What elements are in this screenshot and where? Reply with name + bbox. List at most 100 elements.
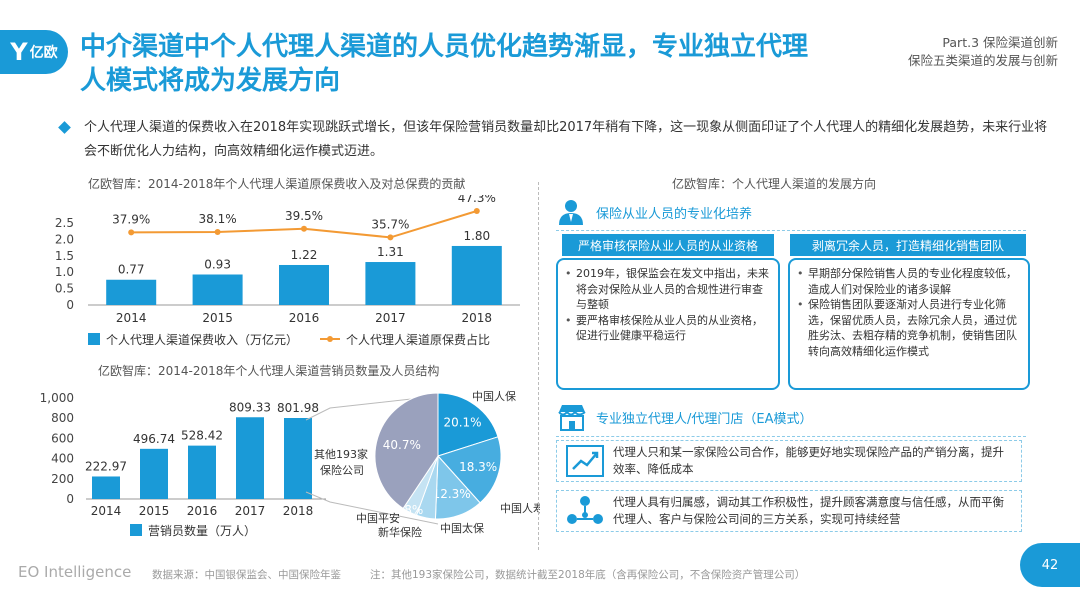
chart2-plot: 0 200 400 600 800 1,000 222.97 2014 496.74 2015 52… [40,389,540,539]
chart2-title: 亿欧智库：2014-2018年个人代理人渠道营销员数量及人员结构 [98,364,440,378]
chart1-svg: 0 0.5 1.0 1.5 2.0 2.5 0.77 2014 0.93 2015 1.22 2016… [55,195,520,347]
bar [365,262,416,305]
bar [192,274,243,305]
x-tick-label: 2017 [375,311,406,325]
logo: Y 亿欧 [0,30,68,74]
line-point [387,234,394,241]
x-tick-label: 2017 [235,504,266,518]
list-item: 2019年，银保监会在发文中指出，未来将会对保险从业人员的合规性进行审查与整顿 [565,266,770,313]
connector-line [305,395,439,421]
summary-bullet: 个人代理人渠道的保费收入在2018年实现跳跃式增长，但该年保险营销员数量却比20… [60,116,1060,164]
part-line2: 保险五类渠道的发展与创新 [907,53,1058,68]
y-tick-label: 1.5 [55,249,74,263]
ea-text-2: 代理人具有归属感，调动其工作积极性，提升顾客满意度与信任感，从而平衡代理人、客户… [613,495,1004,526]
pie-label-xinhua: 新华保险 [378,525,422,539]
bar-value-label: 496.74 [133,432,175,446]
chart1-title: 亿欧智库：2014-2018年个人代理人渠道原保费收入及对总保费的贡献 [88,177,466,191]
line-value-label: 35.7% [371,217,409,231]
trend-chart-icon [566,445,604,477]
connector-line [305,491,439,525]
y-tick-label: 600 [51,431,74,445]
part-label: Part.3 保险渠道创新 保险五类渠道的发展与创新 [908,34,1058,70]
section1-head: 保险从业人员的专业化培养 [556,198,752,226]
bar [106,279,157,305]
line-point [128,229,135,236]
bar-value-label: 1.22 [291,248,318,262]
person-icon [559,200,583,225]
x-tick-label: 2015 [202,311,233,325]
legend-label-bar: 营销员数量（万人） [148,523,256,538]
pie-slice [437,436,502,504]
list-item: 保险销售团队要逐渐对人员进行专业化筛选，保留优质人员，去除冗余人员，通过优胜劣汰… [797,297,1020,359]
line-value-label: 37.9% [112,212,150,226]
legend-swatch-bar [88,333,100,345]
x-tick-label: 2014 [91,504,122,518]
list-item: 要严格审核保险从业人员的从业资格，促进行业健康平稳运行 [565,313,770,344]
logo-text: 亿欧 [29,45,58,61]
pie-label-other: 其他193家 [314,447,368,461]
pie-value-label: 4.9% [403,521,434,535]
x-tick-label: 2018 [462,311,493,325]
y-tick-label: 400 [51,452,74,466]
ea-box-1: 代理人只和某一家保险公司合作，能够更好地实现保险产品的产销分离，提升效率、降低成… [556,440,1022,482]
chart2-svg: 0 200 400 600 800 1,000 222.97 2014 496.74 2015 52… [40,389,540,539]
bar-value-label: 809.33 [229,400,271,414]
store-icon [558,405,586,431]
line-value-label: 47.3% [458,195,496,205]
legend-swatch-bar [130,524,142,536]
bar [279,264,329,305]
page-title: 中介渠道中个人代理人渠道的人员优化趋势渐显，专业独立代理人模式将成为发展方向 [80,32,809,96]
pie-value-label: 20.1% [443,415,481,429]
y-tick-label: 0.5 [55,282,74,296]
pie-value-label: 18.3% [459,460,497,474]
section2-line [556,436,1026,437]
legend-label-bar: 个人代理人渠道保费收入（万亿元） [106,332,298,347]
bar-value-label: 1.31 [377,245,404,259]
pie-label-pingan: 中国平安 [356,511,400,525]
pie-label-renbao: 中国人保 [472,389,516,403]
y-tick-label: 0 [66,298,74,312]
footer-source: 数据来源：中国银保监会、中国保险年鉴 [152,569,341,581]
column-divider [538,182,539,550]
page-number: 42 [1020,543,1080,587]
chart1-plot: 0 0.5 1.0 1.5 2.0 2.5 0.77 2014 0.93 2015 1.22 2016… [55,195,520,347]
y-tick-label: 2.0 [55,232,74,246]
y-tick-label: 1,000 [40,391,74,405]
y-tick-label: 2.5 [55,216,74,230]
bar [92,476,120,499]
ea-box-2: 代理人具有归属感，调动其工作积极性，提升顾客满意度与信任感，从而平衡代理人、客户… [556,490,1022,532]
list-item: 早期部分保险销售人员的专业化程度较低，造成人们对保险业的诸多误解 [797,266,1020,297]
section2-title: 专业独立代理人/代理门店（EA模式） [596,411,813,427]
people-network-icon [567,496,603,524]
bar-value-label: 222.97 [85,459,127,473]
legend-label-line: 个人代理人渠道原保费占比 [346,332,490,347]
logo-glyph: Y [10,38,28,66]
x-tick-label: 2018 [283,504,314,518]
pie-value-label: 12.3% [433,487,471,501]
bar-value-label: 0.93 [204,257,231,271]
section1-title: 保险从业人员的专业化培养 [596,206,753,222]
section1-line [556,230,1026,231]
x-tick-label: 2016 [187,504,218,518]
y-tick-label: 1.0 [55,265,74,279]
line-value-label: 38.1% [199,212,237,226]
bar-value-label: 528.42 [181,429,223,443]
bar [140,448,168,499]
bar-value-label: 801.98 [277,401,319,415]
y-tick-label: 200 [51,472,74,486]
footer-note: 注：其他193家保险公司，数据统计截至2018年底（含再保险公司，不含保险资产管… [370,569,806,581]
x-tick-label: 2015 [139,504,170,518]
section2-head: 专业独立代理人/代理门店（EA模式） [556,402,813,432]
pie-slice [437,392,499,457]
pie-label-renshou: 中国人寿 [500,501,540,515]
pie-label-other: 保险公司 [320,463,364,477]
line-point [301,225,307,232]
summary-text: 个人代理人渠道的保费收入在2018年实现跳跃式增长，但该年保险营销员数量却比20… [84,120,1048,159]
footer-brand: EO Intelligence [18,563,132,581]
x-tick-label: 2016 [289,311,320,325]
bar [451,245,502,305]
right-title: 亿欧智库：个人代理人渠道的发展方向 [672,177,877,191]
tag-team: 剥离冗余人员，打造精细化销售团队 [790,234,1026,256]
legend-swatch-point [327,336,333,342]
line-value-label: 39.5% [285,209,323,223]
